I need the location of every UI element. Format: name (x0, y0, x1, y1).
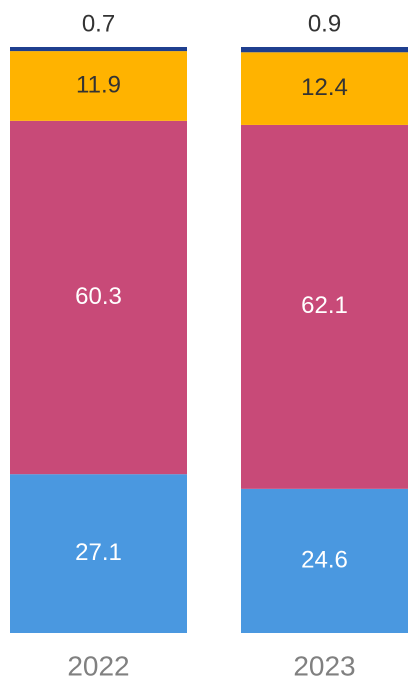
value-label: 0.7 (82, 10, 115, 37)
bar-segment (10, 474, 187, 633)
bar-segment (241, 124, 408, 489)
x-tick-label: 2022 (67, 650, 129, 681)
value-label: 24.6 (301, 546, 348, 573)
value-label: 27.1 (75, 539, 122, 566)
bar-segment (241, 488, 408, 633)
value-label: 62.1 (301, 292, 348, 319)
value-label: 60.3 (75, 283, 122, 310)
value-label: 0.9 (308, 10, 341, 37)
value-label: 11.9 (76, 71, 121, 98)
value-label: 12.4 (301, 74, 348, 101)
bar-segment (10, 47, 187, 52)
bar-segment (10, 51, 187, 121)
bar-segment (241, 47, 408, 53)
x-tick-label: 2023 (293, 650, 355, 681)
bar-segment (241, 52, 408, 125)
bar-segment (10, 120, 187, 475)
